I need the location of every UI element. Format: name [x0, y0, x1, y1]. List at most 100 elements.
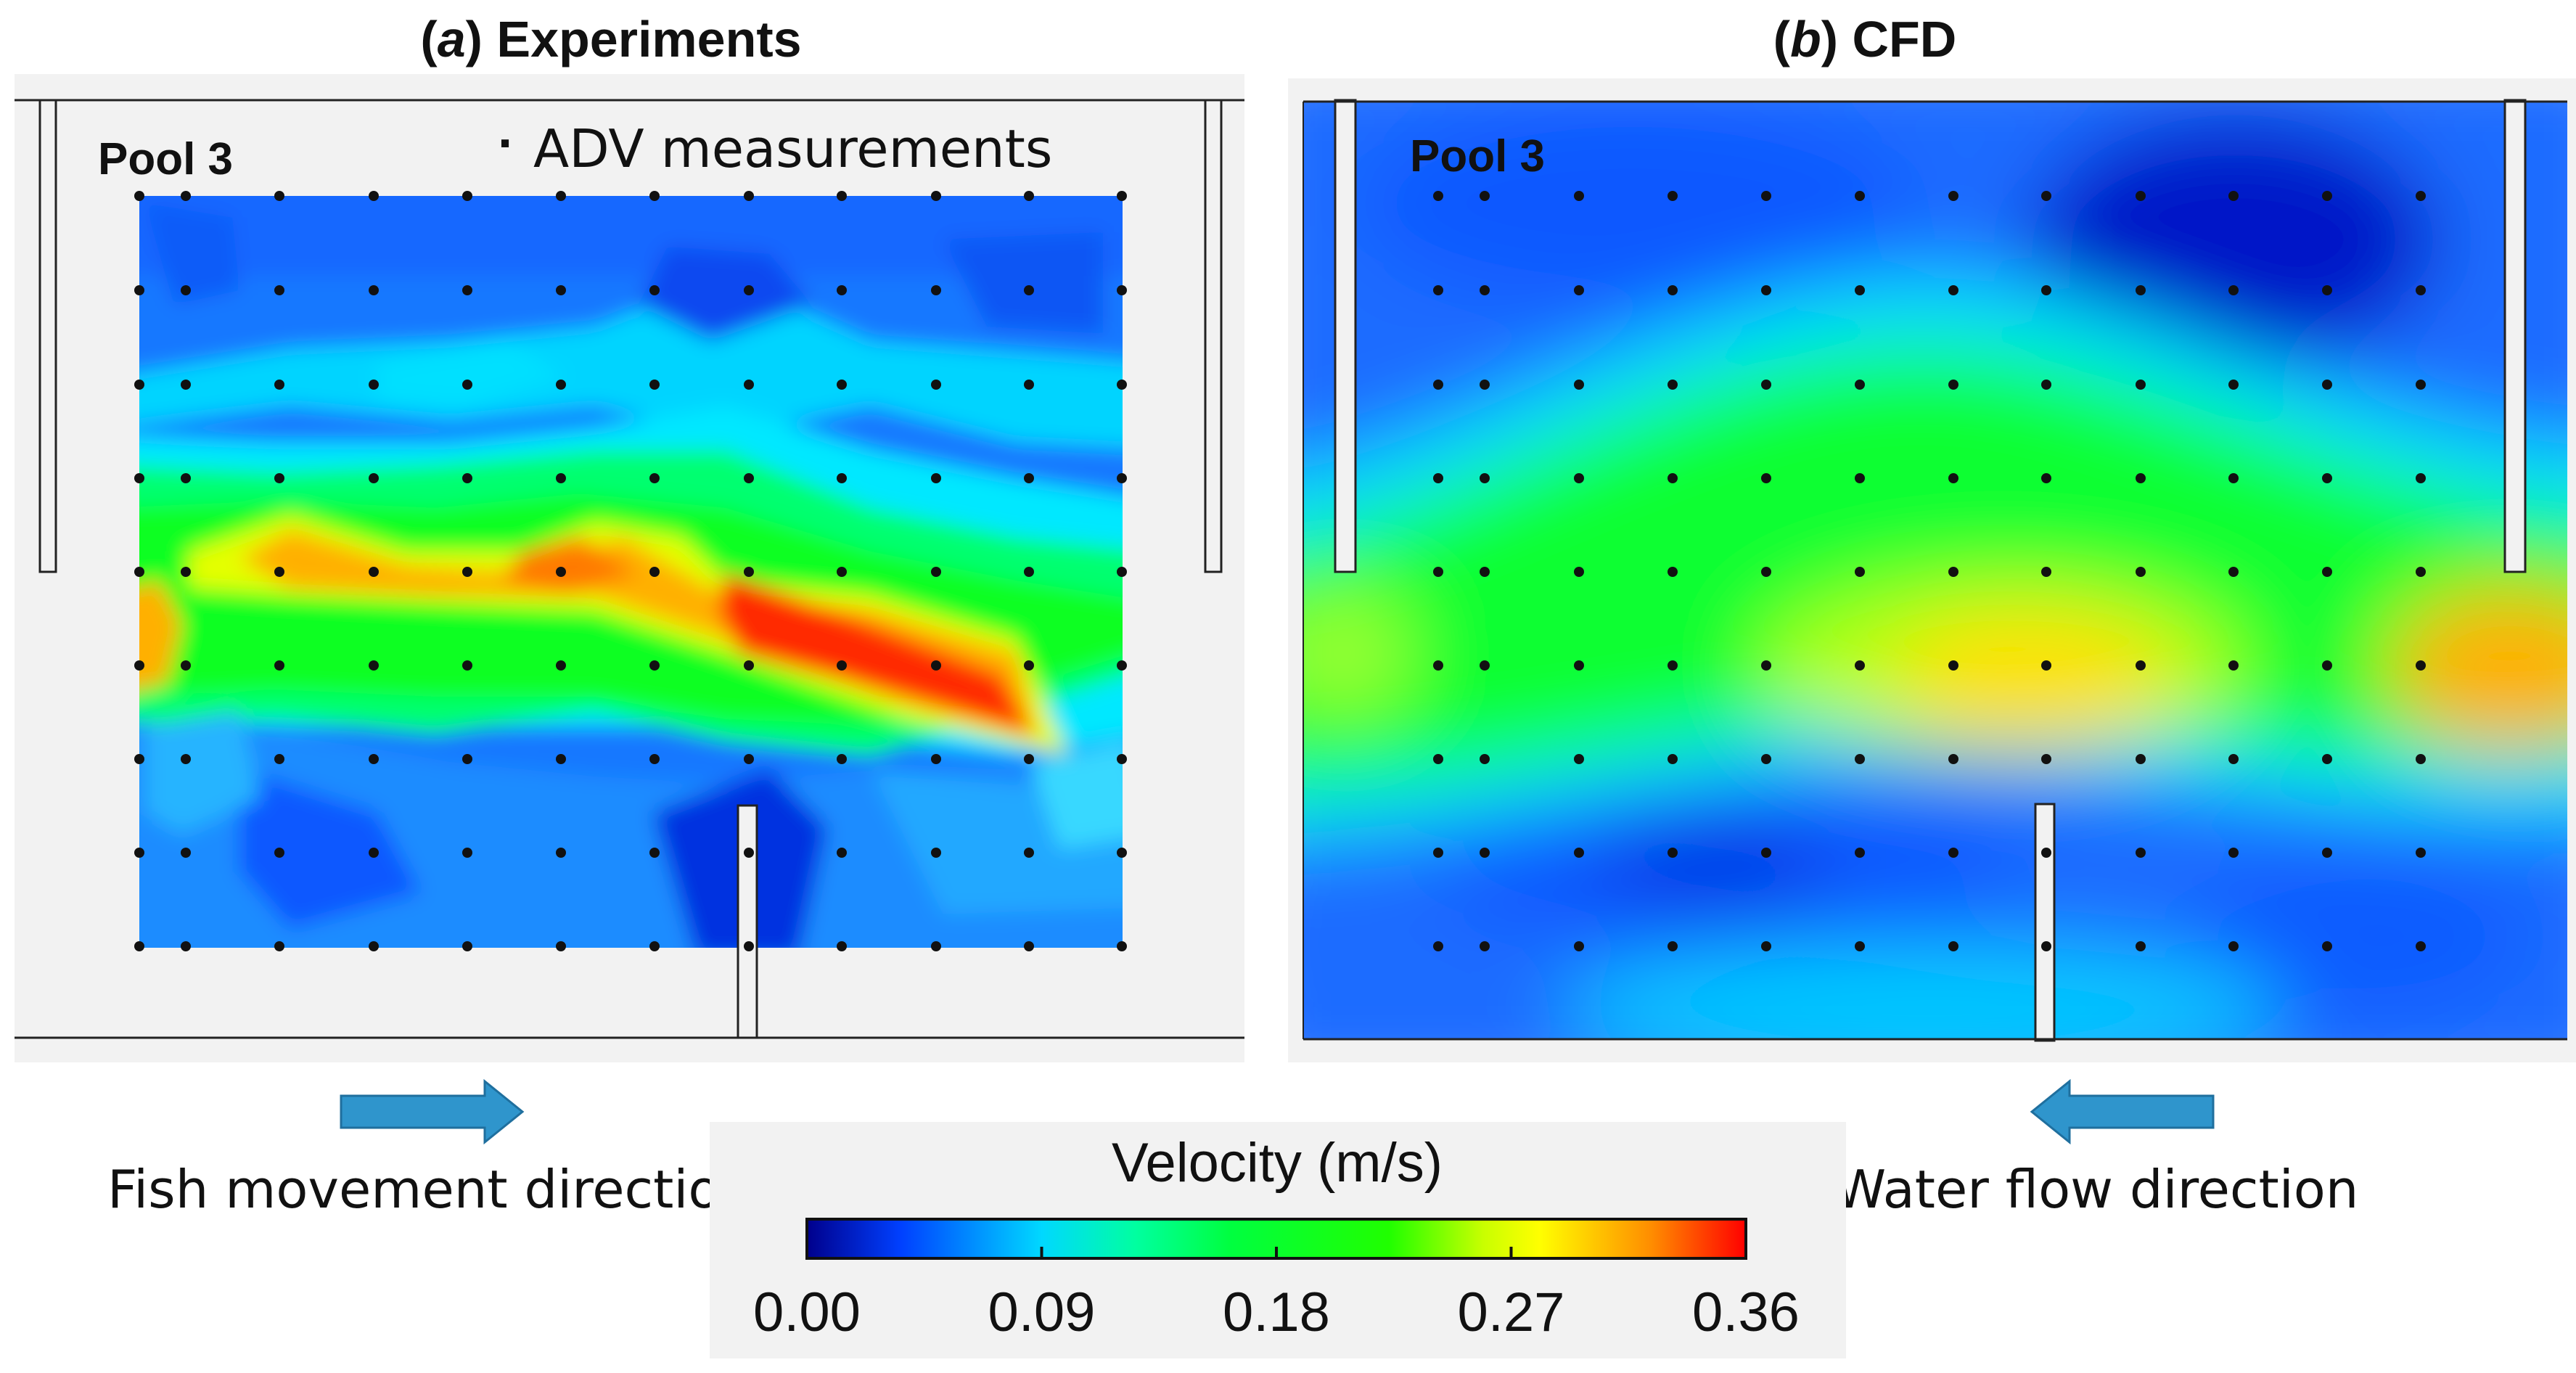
panel-a-adv-point	[1117, 848, 1127, 858]
panel-a-adv-point	[556, 473, 566, 483]
panel-a-adv-point	[837, 380, 847, 390]
panel-a-adv-point	[369, 754, 379, 764]
panel-a-adv-point	[181, 567, 191, 577]
panel-b-probe-point	[1948, 941, 1958, 951]
panel-b-probe-point	[1480, 754, 1490, 764]
panel-b-probe-point	[1948, 567, 1958, 577]
panel-a-adv-point	[134, 660, 144, 671]
panel-b-probe-point	[2041, 380, 2051, 390]
panel-a-adv-point	[274, 191, 284, 201]
panel-b-probe-point	[1480, 380, 1490, 390]
panel-b-probe-point	[1433, 285, 1443, 295]
panel-b-probe-point	[1761, 941, 1771, 951]
panel-a-adv-point	[369, 567, 379, 577]
panel-a-adv-point	[369, 380, 379, 390]
panel-a-adv-point	[556, 567, 566, 577]
panel-a-adv-point	[274, 380, 284, 390]
panel-b-probe-point	[2322, 754, 2332, 764]
panel-a-adv-point	[134, 848, 144, 858]
panel-a-adv-point	[931, 285, 941, 295]
panel-a-adv-point	[1117, 191, 1127, 201]
panel-a-adv-point	[1024, 660, 1034, 671]
panel-b-probe-point	[1480, 473, 1490, 483]
water-direction-arrow	[2030, 1078, 2215, 1145]
panel-a-adv-point	[462, 848, 472, 858]
panel-b-probe-point	[1948, 660, 1958, 671]
panel-b-probe-point	[2416, 191, 2426, 201]
panel-b-left-baffle	[1334, 99, 1357, 573]
panel-b-title: (b) CFD	[1773, 11, 1957, 67]
colorbar-title: Velocity (m/s)	[1112, 1132, 1443, 1194]
panel-b-probe-point	[1668, 941, 1678, 951]
panel-b-probe-point	[2136, 473, 2146, 483]
panel-a-adv-point	[274, 941, 284, 951]
panel-a-adv-point	[931, 380, 941, 390]
panel-b-probe-point	[1574, 285, 1584, 295]
panel-a-adv-point	[1117, 285, 1127, 295]
panel-b-probe-point	[2228, 754, 2239, 764]
panel-a-adv-point	[369, 660, 379, 671]
panel-b-probe-point	[2136, 754, 2146, 764]
panel-a-adv-point	[274, 660, 284, 671]
panel-b-probe-point	[1668, 848, 1678, 858]
panel-a-adv-point	[556, 191, 566, 201]
panel-a-adv-point	[556, 941, 566, 951]
panel-a-adv-point	[744, 380, 754, 390]
panel-a-adv-point	[837, 191, 847, 201]
panel-a-adv-point	[369, 848, 379, 858]
panel-b-probe-point	[2322, 473, 2332, 483]
panel-a-adv-point	[931, 191, 941, 201]
panel-a-adv-point	[1024, 285, 1034, 295]
panel-a-adv-point	[134, 567, 144, 577]
panel-a-adv-point	[134, 285, 144, 295]
panel-b-probe-point	[1855, 941, 1865, 951]
panel-b-probe-point	[1761, 285, 1771, 295]
panel-a-adv-point	[369, 473, 379, 483]
colorbar-tick-label: 0.00	[753, 1282, 861, 1343]
panel-b-probe-point	[2228, 567, 2239, 577]
panel-a-adv-point	[1024, 754, 1034, 764]
panel-b-right-baffle	[2503, 99, 2527, 573]
panel-b-probe-point	[1480, 660, 1490, 671]
panel-b-probe-point	[1433, 380, 1443, 390]
panel-b-probe-point	[1574, 567, 1584, 577]
panel-a-adv-point	[462, 941, 472, 951]
panel-b-probe-point	[2136, 660, 2146, 671]
panel-a-adv-point	[462, 380, 472, 390]
panel-b-probe-point	[1761, 380, 1771, 390]
panel-b-probe-point	[1948, 285, 1958, 295]
panel-b-probe-point	[1948, 754, 1958, 764]
panel-b-probe-point	[1480, 567, 1490, 577]
panel-a-adv-point	[744, 567, 754, 577]
panel-a-adv-point	[1024, 848, 1034, 858]
panel-a-adv-point	[462, 285, 472, 295]
panel-a-adv-point	[181, 285, 191, 295]
water-direction-label: Water flow direction	[1834, 1159, 2358, 1220]
panel-a-adv-point	[1117, 660, 1127, 671]
panel-a-adv-point	[1117, 754, 1127, 764]
panel-a-adv-point	[931, 848, 941, 858]
colorbar-tick-label: 0.09	[988, 1282, 1096, 1343]
panel-a-adv-point	[556, 380, 566, 390]
panel-b-probe-point	[2322, 660, 2332, 671]
panel-a-adv-point	[181, 380, 191, 390]
panel-b-probe-point	[2136, 941, 2146, 951]
panel-b-probe-point	[1574, 660, 1584, 671]
panel-b-probe-point	[2041, 473, 2051, 483]
panel-a-adv-point	[369, 941, 379, 951]
fish-direction: Fish movement direction	[107, 1078, 753, 1220]
panel-b-probe-point	[1761, 191, 1771, 201]
panel-a-adv-point	[649, 191, 660, 201]
panel-a-adv-point	[556, 660, 566, 671]
colorbar-tick-label: 0.36	[1692, 1282, 1800, 1343]
panel-a-adv-point	[369, 191, 379, 201]
panel-b-probe-point	[2416, 285, 2426, 295]
panel-b-probe-point	[2322, 941, 2332, 951]
panel-b-probe-point	[1433, 660, 1443, 671]
panel-b-probe-point	[1855, 567, 1865, 577]
fish-direction-arrow	[340, 1078, 525, 1145]
panel-a-adv-point	[556, 754, 566, 764]
panel-a-adv-point	[274, 848, 284, 858]
panel-b-probe-point	[2322, 380, 2332, 390]
